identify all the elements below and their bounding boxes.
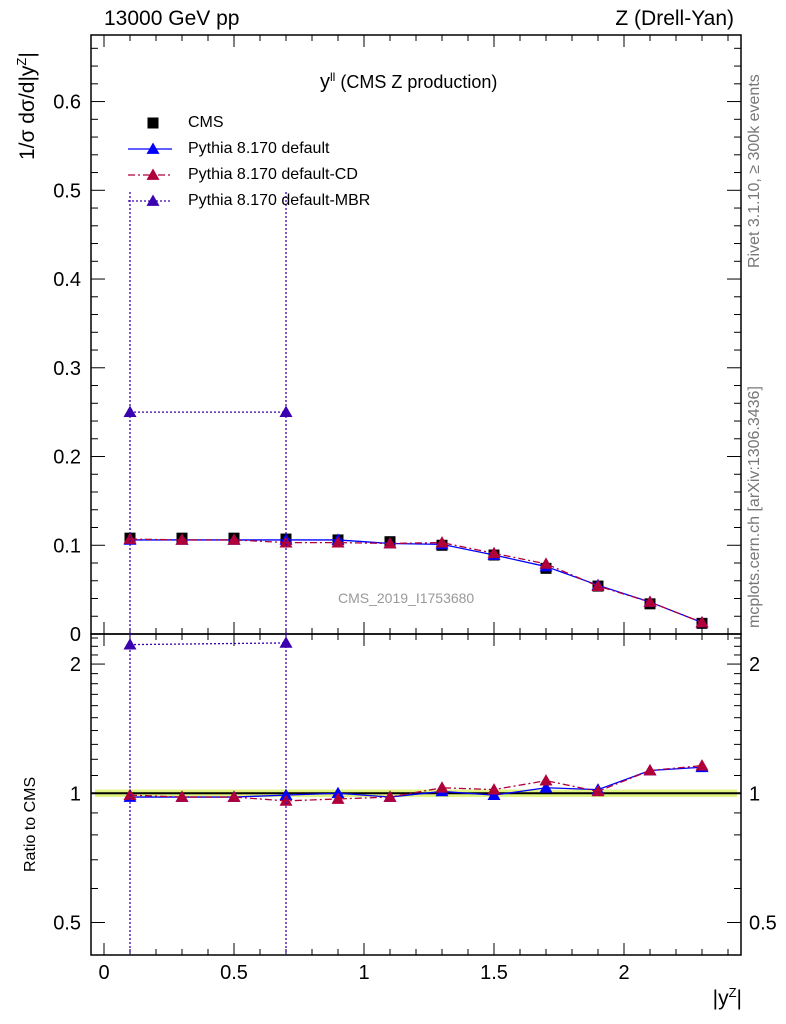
main-point-cd [539,557,553,569]
main-line-cd [129,538,703,624]
legend-markers [128,117,172,206]
ratio-y-tick-label-left: 2 [70,654,81,676]
process-label: Z (Drell-Yan) [615,7,734,30]
main-point-cd [643,595,657,607]
ratio-y-axis-title: Ratio to CMS [22,776,39,872]
main-y-tick-label: 0.3 [53,358,81,380]
ratio-plot-area [123,634,709,955]
main-y-tick-label: 0.5 [53,180,81,202]
main-point-mbr [279,405,293,418]
main-y-axis-title-main: 1/σ dσ/d|y [16,65,39,160]
main-y-axis-title: 1/σ dσ/d|yZ| [14,52,40,160]
ratio-y-tick-label-left: 0.5 [53,912,81,934]
ratio-point-default [539,781,553,793]
main-point-cd [591,579,605,591]
x-tick-label: 0.5 [220,962,248,984]
main-plot-area [123,190,709,634]
main-series-mbr [123,190,293,634]
ratio-point-mbr [279,636,293,648]
main-point-cd [383,536,397,549]
x-axis-title-end: | [736,987,742,1010]
legend-marker-cms [147,117,159,129]
main-point-cd [487,546,501,559]
legend-label-default: Pythia 8.170 default [188,140,330,157]
legend-marker-cd [146,168,160,180]
x-axis-title-main: |y [712,987,729,1010]
chart-title-main: y [320,71,330,93]
legend-label-mbr: Pythia 8.170 default-MBR [188,192,371,209]
main-y-axis-title-sup: Z [14,57,29,66]
ratio-point-cd [643,763,657,776]
rivet-label: Rivet 3.1.10, ≥ 300k events [746,74,763,268]
legend-label-cms: CMS [188,114,224,131]
main-series-cms [124,532,708,629]
chart-title-sup: ll [330,70,336,84]
chart-title: yll (CMS Z production) [320,70,497,94]
legend-label-cd: Pythia 8.170 default-CD [188,166,358,183]
ratio-y-tick-label-right: 1 [749,783,760,805]
ratio-series-cd [123,759,709,806]
main-y-tick-label: 0.1 [53,535,81,557]
ratio-point-cd [279,794,293,806]
main-point-cd [331,536,345,548]
ratio-point-cd [175,790,189,802]
x-axis-title: |yZ| [713,985,742,1011]
ratio-y-tick-label-left: 1 [70,783,81,805]
main-point-cd [435,536,449,548]
ratio-point-cd [539,774,553,786]
ratio-point-cd [487,783,501,795]
chart-title-rest: (CMS Z production) [335,72,498,92]
main-point-cd [175,533,189,545]
main-point-cd [227,533,241,545]
ratio-point-cd [383,790,397,802]
ratio-y-tick-label-right: 0.5 [749,912,777,934]
ratio-point-cd [435,781,449,793]
ratio-line-cd [129,764,703,802]
ratio-series-mbr [123,634,293,955]
main-y-tick-label: 0.6 [53,92,81,114]
ratio-point-cd [227,790,241,802]
ratio-point-cd [331,792,345,804]
ratio-y-tick-label-right: 2 [749,654,760,676]
main-series-default [123,533,709,628]
legend-marker-mbr [146,194,160,206]
ratio-point-mbr [123,638,137,650]
main-line-default [130,539,703,624]
main-y-tick-label: 0.2 [53,447,81,469]
ratio-line-mbr [129,642,287,646]
mcplots-label: mcplots.cern.ch [arXiv:1306.3436] [746,386,763,628]
main-point-cd [695,615,709,628]
main-series-cd [123,532,709,628]
energy-label: 13000 GeV pp [104,7,240,30]
x-tick-label: 1.5 [480,962,508,984]
main-y-axis-title-end: | [16,52,39,58]
x-tick-label: 1 [358,962,369,984]
analysis-watermark: CMS_2019_I1753680 [338,590,475,606]
ratio-point-cd [591,784,605,797]
main-point-mbr [123,405,137,418]
x-axis-title-sup: Z [728,985,737,1000]
main-point-cd [123,532,137,544]
ratio-point-cd [695,759,709,771]
x-tick-label: 0 [98,962,109,984]
main-y-tick-label: 0.4 [53,269,81,291]
main-y-tick-label: 0 [70,624,81,646]
legend-marker-default [146,142,160,154]
x-tick-label: 2 [618,962,629,984]
